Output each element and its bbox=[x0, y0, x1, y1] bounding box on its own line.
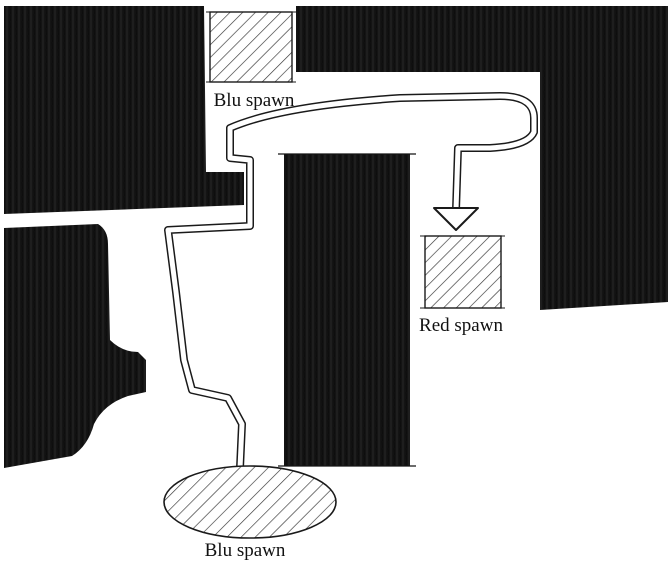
red-spawn-label: Red spawn bbox=[419, 315, 503, 336]
blu-spawn-top-zone bbox=[206, 11, 296, 83]
wall-top-center bbox=[296, 6, 668, 72]
blu-spawn-bottom-zone bbox=[163, 465, 337, 539]
blu-spawn-top-label: Blu spawn bbox=[214, 90, 295, 111]
red-spawn-zone bbox=[420, 235, 505, 309]
blu-spawn-bottom-label: Blu spawn bbox=[205, 540, 286, 561]
wall-right bbox=[540, 62, 668, 310]
wall-left-middle bbox=[4, 224, 146, 468]
route-arrow-head-icon bbox=[433, 207, 479, 231]
wall-top-left bbox=[4, 6, 244, 214]
route-path bbox=[164, 92, 538, 472]
wall-central-pillar bbox=[278, 153, 416, 467]
